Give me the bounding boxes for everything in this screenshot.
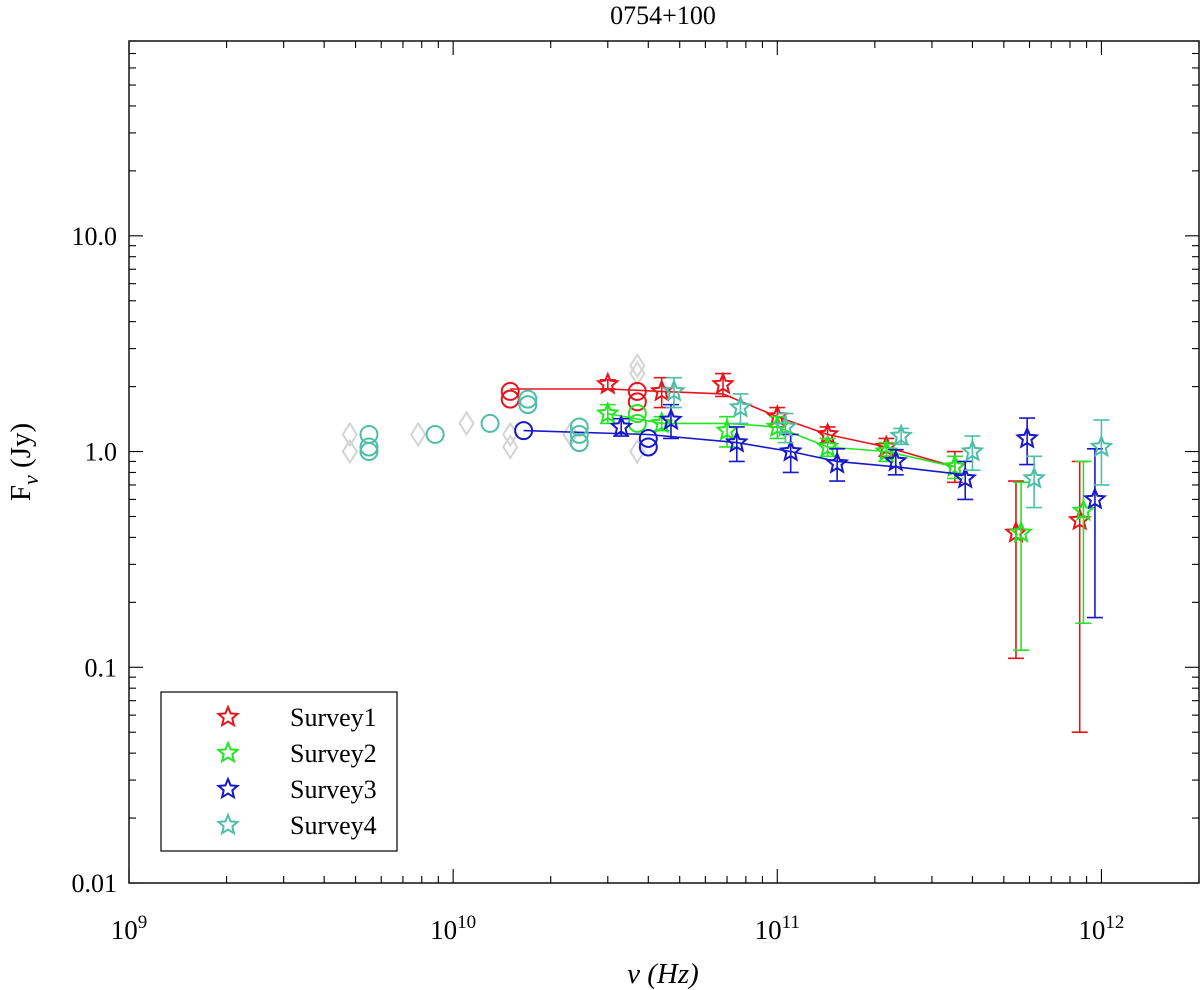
star-point xyxy=(1015,425,1040,449)
y-axis-label: Fν (Jy) xyxy=(5,423,43,501)
star-point xyxy=(889,423,914,447)
circle-point xyxy=(518,395,538,415)
star-point xyxy=(883,448,908,472)
star-point xyxy=(1089,434,1114,458)
series-survey2 xyxy=(595,400,1096,651)
legend-label: Survey2 xyxy=(290,739,377,768)
circle-point xyxy=(627,392,647,412)
circle-point xyxy=(500,381,520,401)
y-tick-label: 1.0 xyxy=(85,438,118,467)
archival-point xyxy=(629,438,646,465)
star-point xyxy=(1082,486,1108,510)
y-tick-label: 0.1 xyxy=(85,653,118,682)
star-point xyxy=(942,454,967,478)
x-tick-label: 1012 xyxy=(1078,912,1124,945)
star-point xyxy=(649,410,674,434)
legend-label: Survey3 xyxy=(290,775,377,804)
x-tick-label: 1010 xyxy=(430,912,476,945)
star-point xyxy=(960,438,985,462)
circle-point xyxy=(569,433,589,453)
legend-label: Survey1 xyxy=(290,703,377,732)
star-point xyxy=(659,407,683,431)
legend-label: Survey4 xyxy=(290,811,377,840)
archival-point xyxy=(458,410,475,437)
star-point xyxy=(778,438,803,462)
circle-point xyxy=(480,413,500,433)
legend-marker xyxy=(216,704,240,728)
star-point xyxy=(953,465,978,489)
circle-point xyxy=(569,424,589,444)
circle-point xyxy=(518,389,538,409)
archival-point xyxy=(502,434,519,460)
y-tick-label: 10.0 xyxy=(72,222,118,251)
circle-point xyxy=(359,442,379,462)
y-tick-label: 0.01 xyxy=(72,869,118,898)
x-tick-label: 1011 xyxy=(755,912,800,945)
star-point xyxy=(724,429,749,453)
star-point xyxy=(1008,520,1034,544)
circle-point xyxy=(425,424,445,444)
axis-ticks: 109 1010 1011 1012 0.01 0.1 1.0 10.0 xyxy=(72,40,1200,945)
star-point xyxy=(595,371,620,395)
series-survey4 xyxy=(359,376,1114,509)
legend-marker xyxy=(216,776,240,800)
legend: Survey1 Survey2 Survey3 Survey4 xyxy=(160,691,398,852)
star-point xyxy=(661,378,687,402)
star-point xyxy=(765,414,790,438)
star-point xyxy=(815,434,840,458)
circle-point xyxy=(569,417,589,437)
star-point xyxy=(773,414,798,438)
star-point xyxy=(711,371,735,395)
legend-items: Survey1 Survey2 Survey3 Survey4 xyxy=(216,703,377,840)
star-point xyxy=(1071,498,1096,522)
series-survey1 xyxy=(500,371,1092,734)
plot-frame xyxy=(128,40,1200,884)
star-point xyxy=(1022,465,1047,489)
series-survey3 xyxy=(514,403,1108,619)
chart-title: 0754+100 xyxy=(610,1,716,30)
legend-box xyxy=(160,691,398,852)
x-axis-label: ν (Hz) xyxy=(627,958,699,990)
star-point xyxy=(595,400,620,424)
star-point xyxy=(609,414,634,438)
archival-point xyxy=(409,421,427,448)
archival-point xyxy=(341,421,359,448)
star-point xyxy=(728,394,753,418)
circle-point xyxy=(638,437,658,457)
archival-point xyxy=(341,438,359,465)
star-point xyxy=(825,450,850,474)
archival-point xyxy=(629,360,646,387)
circle-point xyxy=(359,437,379,457)
x-tick-label: 109 xyxy=(111,912,148,945)
circle-point xyxy=(638,428,658,448)
circle-point xyxy=(627,404,647,424)
legend-marker xyxy=(216,812,240,836)
archival-points xyxy=(341,352,646,465)
star-point xyxy=(874,438,899,462)
archival-point xyxy=(629,352,646,379)
circle-point xyxy=(514,421,534,441)
series-layer xyxy=(359,371,1114,734)
legend-marker xyxy=(216,740,240,764)
circle-point xyxy=(627,381,647,401)
